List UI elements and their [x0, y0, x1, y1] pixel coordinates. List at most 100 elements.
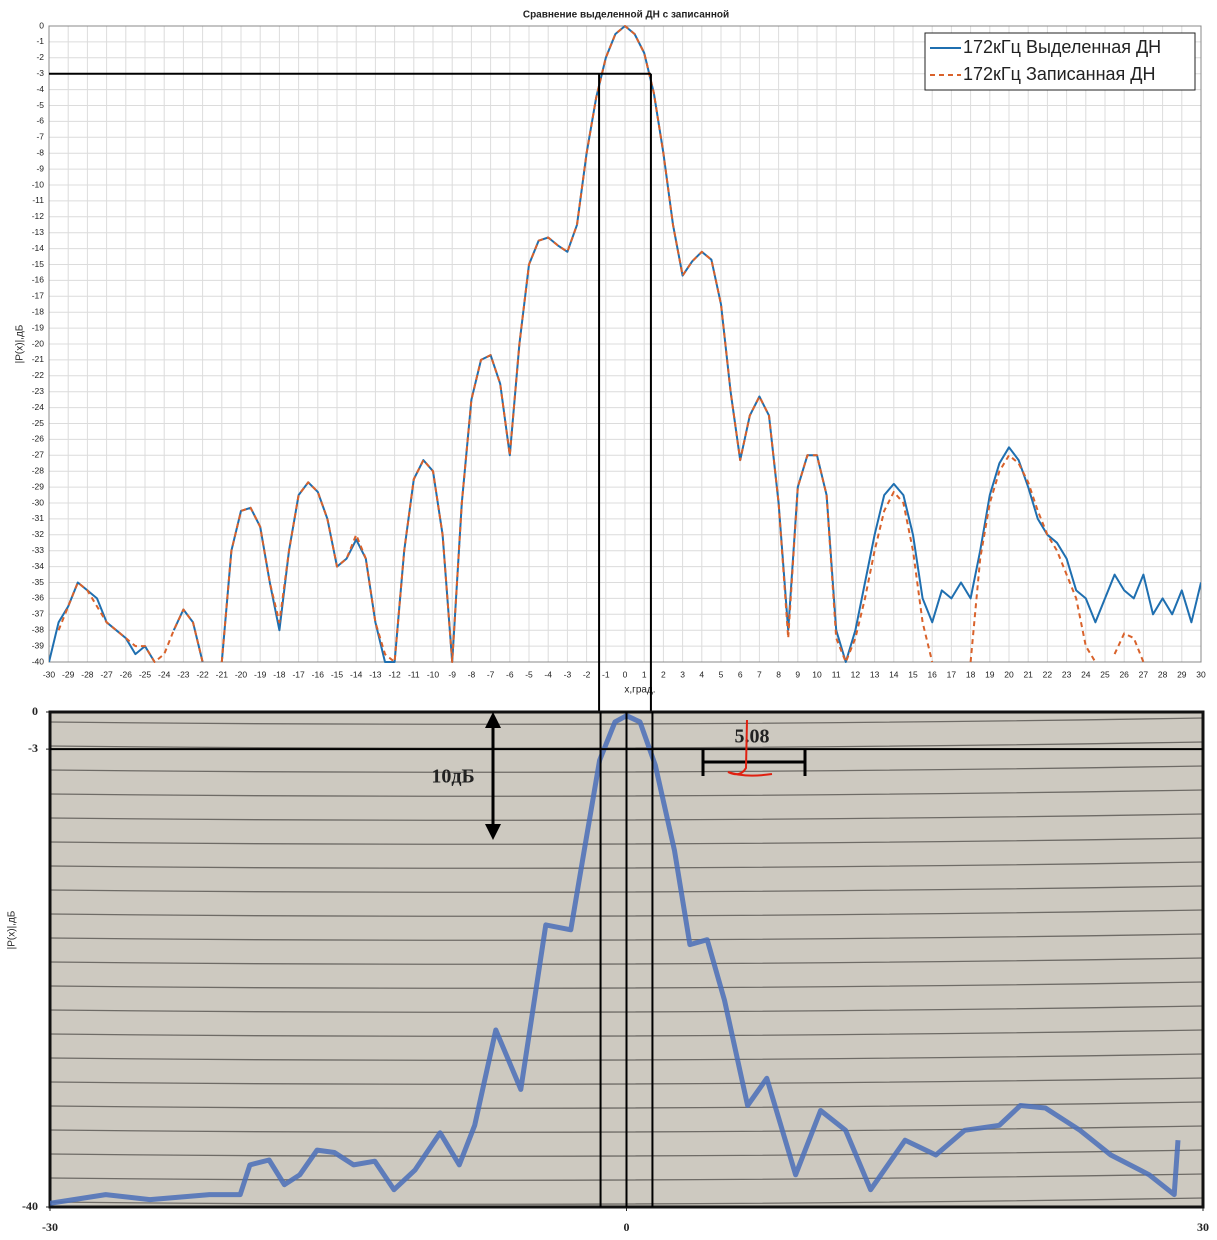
x-tick-label: -14	[350, 669, 363, 679]
x-tick-label: 29	[1177, 669, 1187, 679]
x-tick-label: 30	[1197, 1220, 1209, 1234]
paper-line	[49, 885, 1204, 893]
y-tick-label: -19	[32, 322, 45, 332]
y-tick-label: -24	[32, 402, 45, 412]
y-tick-label: -33	[32, 545, 45, 555]
x-tick-label: 14	[889, 669, 899, 679]
x-tick-label: 22	[1043, 669, 1053, 679]
paper-line	[49, 837, 1204, 845]
x-tick-label: 0	[624, 1220, 630, 1234]
y-tick-label: -18	[32, 306, 45, 316]
y-tick-label: -7	[36, 132, 44, 142]
y-tick-label: -15	[32, 259, 45, 269]
x-tick-label: 3	[680, 669, 685, 679]
red-mark	[727, 719, 773, 777]
x-tick-label: -23	[177, 669, 190, 679]
y-tick-label: -17	[32, 291, 45, 301]
x-tick-label: 30	[1196, 669, 1206, 679]
y-tick-label: -40	[22, 1199, 38, 1213]
x-tick-label: -4	[544, 669, 552, 679]
x-tick-label: 2	[661, 669, 666, 679]
scale-bar	[701, 750, 807, 776]
x-tick-label: 20	[1004, 669, 1014, 679]
paper-line	[49, 1125, 1204, 1133]
y-tick-label: -11	[32, 195, 44, 205]
paper-line	[49, 957, 1204, 965]
x-tick-label: -6	[506, 669, 514, 679]
x-tick-label: 12	[851, 669, 861, 679]
x-tick-label: -19	[254, 669, 267, 679]
x-tick-label: -24	[158, 669, 171, 679]
y-tick-label: -4	[36, 84, 44, 94]
x-tick-label: -13	[369, 669, 382, 679]
y-tick-label: -5	[36, 100, 44, 110]
y-tick-label: -12	[32, 211, 45, 221]
paper-line	[49, 813, 1204, 821]
x-tick-label: -2	[583, 669, 591, 679]
paper-line	[49, 1053, 1204, 1061]
x-tick-label: -20	[235, 669, 248, 679]
x-tick-label: -29	[62, 669, 75, 679]
x-tick-label: -17	[292, 669, 305, 679]
x-tick-label: -8	[468, 669, 476, 679]
x-tick-label: -27	[100, 669, 113, 679]
x-tick-label: 24	[1081, 669, 1091, 679]
x-tick-label: 5	[719, 669, 724, 679]
x-tick-label: -25	[139, 669, 152, 679]
x-tick-label: -30	[42, 1220, 58, 1234]
x-tick-label: -16	[312, 669, 325, 679]
y-tick-label: -22	[32, 370, 45, 380]
y-tick-label: -2	[36, 52, 44, 62]
x-tick-label: 28	[1158, 669, 1168, 679]
x-tick-label: -1	[602, 669, 610, 679]
legend-label: 172кГц Записанная ДН	[963, 64, 1156, 84]
y-axis-label: |P(x)|,дБ	[7, 910, 18, 949]
paper-line	[49, 1077, 1204, 1085]
data-line	[50, 713, 1181, 1206]
x-axis-label: x,град.	[624, 685, 655, 696]
y-tick-label: -13	[32, 227, 45, 237]
x-tick-label: 16	[927, 669, 937, 679]
x-tick-label: 6	[738, 669, 743, 679]
paper-line	[49, 1197, 1204, 1205]
y-tick-label: -29	[32, 481, 45, 491]
x-tick-label: 15	[908, 669, 918, 679]
y-tick-label: -31	[32, 513, 45, 523]
paper-line	[49, 981, 1204, 989]
annotation: 5.08	[735, 726, 770, 748]
paper-line	[49, 1173, 1204, 1181]
annotation: 10дБ	[431, 766, 474, 788]
x-tick-label: -3	[564, 669, 572, 679]
x-tick-label: 13	[870, 669, 880, 679]
x-tick-label: 21	[1023, 669, 1033, 679]
y-tick-label: -23	[32, 386, 45, 396]
x-tick-label: -9	[448, 669, 456, 679]
x-tick-label: 0	[623, 669, 628, 679]
x-tick-label: -11	[408, 669, 420, 679]
y-tick-label: -14	[32, 243, 45, 253]
x-tick-label: 27	[1139, 669, 1149, 679]
x-tick-label: -30	[43, 669, 56, 679]
x-tick-label: -28	[81, 669, 94, 679]
y-tick-label: -20	[32, 338, 45, 348]
chart-title: Сравнение выделенной ДН с записанной	[523, 10, 729, 21]
y-tick-label: -36	[32, 593, 45, 603]
x-tick-label: 1	[642, 669, 647, 679]
y-tick-label: -6	[36, 116, 44, 126]
paper-line	[49, 765, 1204, 773]
paper-line	[49, 861, 1204, 869]
y-tick-label: -16	[32, 275, 45, 285]
paper-line	[49, 933, 1204, 941]
paper-line	[49, 909, 1204, 917]
y-tick-label: -26	[32, 434, 45, 444]
x-tick-label: 10	[812, 669, 822, 679]
y-tick-label: -34	[32, 561, 45, 571]
y-tick-label: -40	[32, 656, 45, 666]
arrow-head	[485, 712, 501, 840]
paper-line	[49, 1149, 1204, 1157]
x-tick-label: -5	[525, 669, 533, 679]
y-tick-label: -28	[32, 465, 45, 475]
y-tick-label: -38	[32, 624, 45, 634]
x-tick-label: -22	[196, 669, 209, 679]
